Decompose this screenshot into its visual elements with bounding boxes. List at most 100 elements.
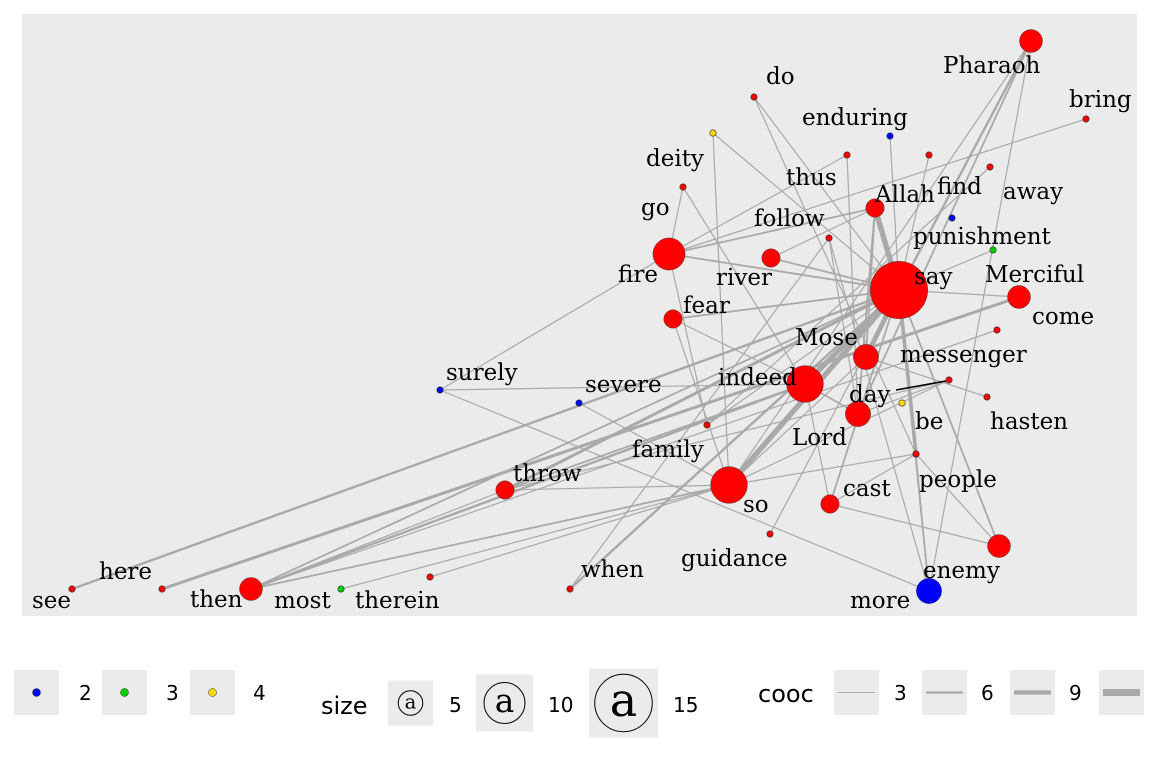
edge-Mose-hasten — [865, 356, 988, 398]
node-indeed — [786, 365, 824, 403]
node-label-family: family — [632, 437, 704, 463]
node-label-Merciful: Merciful — [985, 262, 1084, 288]
legend-label: 3 — [894, 681, 907, 705]
node-label-do: do — [766, 64, 795, 90]
node-fire — [652, 237, 686, 271]
node-when — [566, 585, 574, 593]
edge-Pharaoh-more — [928, 40, 1032, 592]
node-come — [993, 326, 1001, 334]
legend-label: 10 — [548, 693, 573, 717]
legend-title-size: size — [321, 692, 368, 720]
node-enemy — [987, 534, 1011, 558]
node-label-Pharaoh: Pharaoh — [943, 53, 1041, 79]
node-label-here: here — [99, 559, 152, 585]
edge-so-throw — [504, 484, 730, 491]
edge-so-then — [250, 484, 730, 590]
node-label-indeed: indeed — [718, 365, 797, 391]
node-then — [239, 577, 263, 601]
legend-key-box — [589, 668, 658, 738]
edge-say-guidance — [769, 289, 900, 535]
node-label-severe: severe — [585, 372, 662, 398]
edge-Pharaoh-so — [728, 40, 1032, 486]
edge-enemy-people — [915, 453, 1000, 547]
edge-fire-family — [668, 253, 708, 426]
edge-day-messenger — [857, 379, 950, 415]
node-fear — [663, 309, 683, 329]
edge-go-indeed — [682, 186, 806, 385]
node-label-find: find — [937, 174, 982, 200]
node-label-then: then — [190, 587, 243, 613]
node-label-be: be — [915, 409, 943, 435]
legend-label: 4 — [253, 681, 266, 705]
edge-so-messenger — [728, 379, 950, 486]
node-more — [916, 578, 942, 604]
node-follow — [825, 234, 833, 242]
legend-size-circle — [397, 690, 424, 716]
node-label-Mose: Mose — [795, 325, 858, 351]
node-deity — [709, 129, 717, 137]
node-punishment — [948, 214, 956, 222]
node-so — [710, 466, 748, 504]
plot-panel — [22, 14, 1137, 616]
node-cast — [820, 494, 840, 514]
node-away — [986, 163, 994, 171]
node-label-enemy: enemy — [923, 558, 1000, 584]
legend-size-glyph: a — [610, 673, 637, 727]
edge-indeed-throw — [504, 383, 806, 491]
node-river — [761, 248, 781, 268]
edge-thus-day — [846, 154, 859, 415]
legend-key-box — [388, 680, 433, 726]
edge-say-Pharaoh — [897, 39, 1033, 292]
node-here — [158, 585, 166, 593]
node-guidance — [766, 530, 774, 538]
node-day — [845, 401, 871, 427]
legend-label: 15 — [673, 693, 698, 717]
node-find — [925, 151, 933, 159]
node-hasten — [983, 393, 991, 401]
node-label-therein: therein — [355, 588, 440, 614]
legend-area: 2 3 4 size a 5 a 10 a 15 cooc 3 6 9 — [14, 668, 1144, 738]
node-thus — [843, 151, 851, 159]
legend-key-box — [476, 674, 533, 732]
edge-deity-so — [712, 132, 730, 486]
legend-size-glyph: a — [495, 682, 515, 720]
node-label-so: so — [743, 492, 769, 518]
legend-color-swatch — [208, 688, 217, 697]
edge-follow-day — [828, 237, 859, 415]
node-people — [912, 450, 920, 458]
edge-so-severe — [578, 402, 730, 486]
node-label-people: people — [919, 467, 997, 493]
legend-label: 5 — [449, 693, 462, 717]
node-family — [703, 421, 711, 429]
node-label-punishment: punishment — [913, 224, 1052, 250]
edge-say-throw — [503, 288, 901, 492]
node-see — [68, 585, 76, 593]
edge-then-throw — [250, 489, 506, 590]
node-say — [870, 261, 928, 319]
node-Mose — [853, 344, 879, 370]
legend-label: 2 — [79, 681, 92, 705]
node-label-deity: deity — [646, 146, 704, 172]
node-label-come: come — [1032, 304, 1094, 330]
node-label-say: say — [914, 264, 953, 290]
edge-Allah-day — [857, 207, 876, 415]
node-severe — [575, 399, 583, 407]
edge-so-Mose — [728, 356, 867, 486]
node-most — [337, 585, 345, 593]
edge-indeed-cast — [804, 383, 831, 505]
legend-size-glyph: a — [405, 691, 417, 714]
edge-indeed-fear — [672, 318, 806, 385]
edge-Pharaoh-day — [857, 40, 1032, 415]
edge-indeed-then — [249, 382, 807, 591]
node-label-follow: follow — [754, 206, 825, 232]
edge-so-therein — [429, 484, 730, 578]
edge-so-fear — [672, 318, 730, 486]
node-messenger — [945, 376, 953, 384]
edge-Lord-cast — [829, 453, 917, 505]
node-layer — [68, 29, 1090, 604]
node-bring — [1082, 115, 1090, 123]
node-label-go: go — [641, 195, 670, 221]
edge-say-fire — [668, 253, 900, 291]
edge-family-away — [706, 166, 991, 426]
highlight-edge — [895, 380, 947, 391]
